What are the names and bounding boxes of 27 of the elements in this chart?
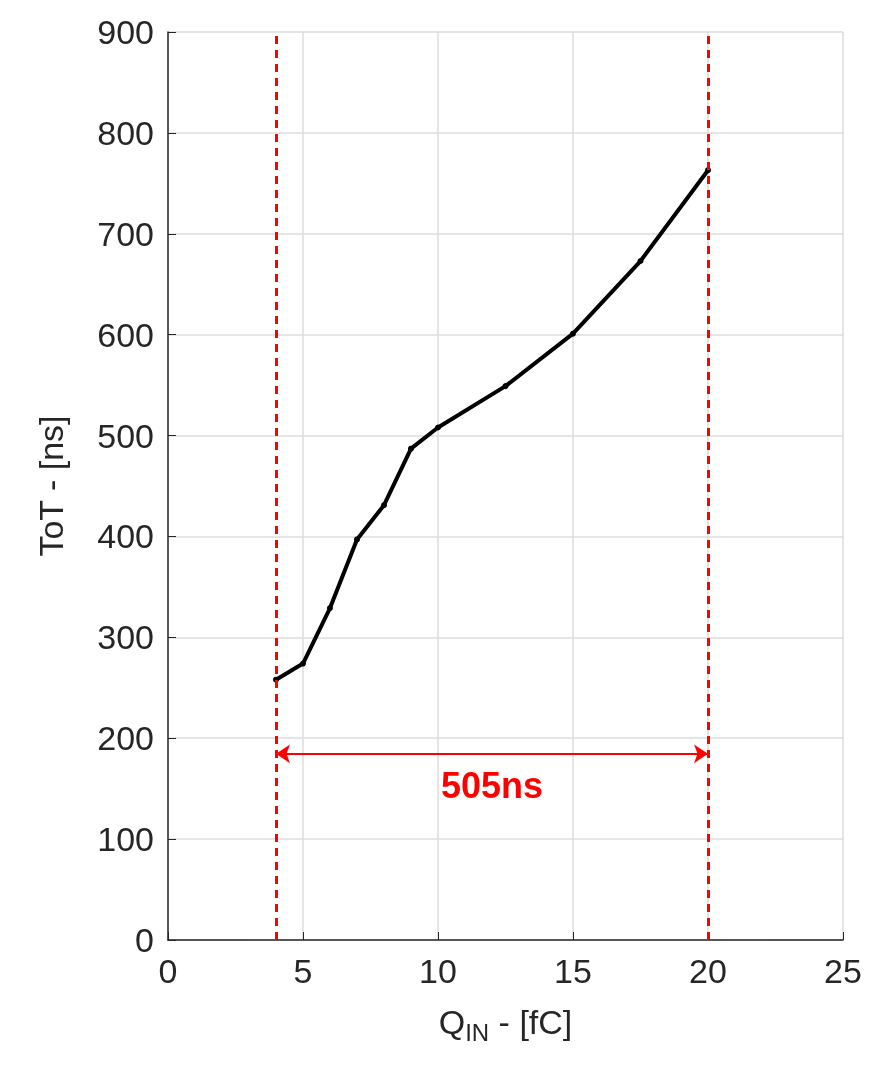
y-tick-label: 500 xyxy=(97,416,154,455)
x-tick-label: 5 xyxy=(293,952,313,990)
x-tick-label: 0 xyxy=(158,952,178,990)
point xyxy=(327,605,333,612)
y-tick-label: 400 xyxy=(97,517,154,556)
x-tick-label: 10 xyxy=(419,952,457,990)
point xyxy=(435,424,441,431)
y-tick-label: 300 xyxy=(97,618,154,657)
y-axis-title: ToT - [ns] xyxy=(32,415,70,557)
point xyxy=(300,660,306,667)
point xyxy=(637,258,644,265)
y-tick-label: 700 xyxy=(97,214,154,253)
y-tick-label: 900 xyxy=(97,13,154,51)
point xyxy=(354,536,360,543)
x-tick-label: 15 xyxy=(554,952,592,990)
point xyxy=(381,502,387,509)
y-tick-label: 0 xyxy=(135,921,154,959)
x-tick-label: 25 xyxy=(824,952,862,990)
annotation: 505ns xyxy=(440,765,544,807)
y-tick-label: 200 xyxy=(97,719,154,758)
y-tick-label: 100 xyxy=(97,820,154,859)
point xyxy=(502,383,509,390)
point xyxy=(570,330,576,337)
point xyxy=(408,445,414,452)
x-tick-label: 20 xyxy=(689,952,727,990)
y-tick-label: 600 xyxy=(97,315,154,354)
y-tick-label: 800 xyxy=(97,113,154,152)
